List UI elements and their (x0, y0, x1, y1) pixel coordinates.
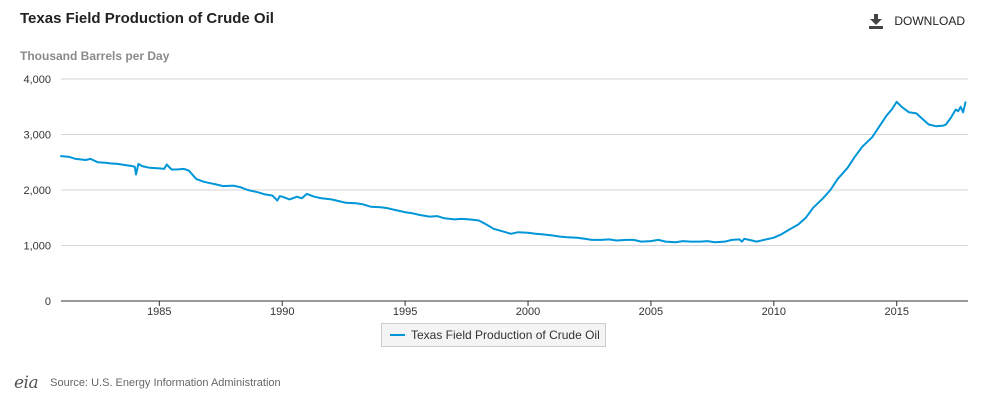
y-tick-label: 3,000 (23, 130, 51, 142)
y-tick-label: 0 (45, 296, 51, 308)
chart-title: Texas Field Production of Crude Oil (20, 10, 274, 27)
download-label: DOWNLOAD (894, 14, 965, 28)
x-tick-label: 2000 (516, 306, 540, 318)
y-tick-label: 4,000 (23, 74, 51, 86)
x-tick-label: 1995 (393, 306, 417, 318)
download-button[interactable]: DOWNLOAD (868, 13, 965, 29)
x-tick-label: 1990 (270, 306, 294, 318)
y-tick-label: 2,000 (23, 185, 51, 197)
legend-label: Texas Field Production of Crude Oil (411, 328, 600, 342)
x-tick-label: 1985 (147, 306, 171, 318)
gridlines (61, 78, 968, 302)
x-tick-label: 2005 (639, 306, 663, 318)
series-line (60, 100, 967, 244)
source-footer: eia Source: U.S. Energy Information Admi… (14, 373, 281, 393)
download-icon (869, 14, 884, 29)
legend-item[interactable]: Texas Field Production of Crude Oil (381, 323, 606, 347)
x-tick-label: 2015 (884, 306, 908, 318)
y-axis-ticks: 0 1,000 2,000 3,000 4,000 (23, 74, 51, 308)
eia-logo[interactable]: eia (14, 373, 39, 393)
y-axis-units-label: Thousand Barrels per Day (20, 49, 170, 63)
y-tick-label: 1,000 (23, 241, 51, 253)
legend-swatch (390, 334, 405, 336)
x-tick-label: 2010 (762, 306, 786, 318)
x-axis-ticks: 1985 1990 1995 2000 2005 2010 2015 (147, 301, 909, 318)
source-text: Source: U.S. Energy Information Administ… (50, 377, 281, 389)
series-layer (60, 100, 967, 244)
